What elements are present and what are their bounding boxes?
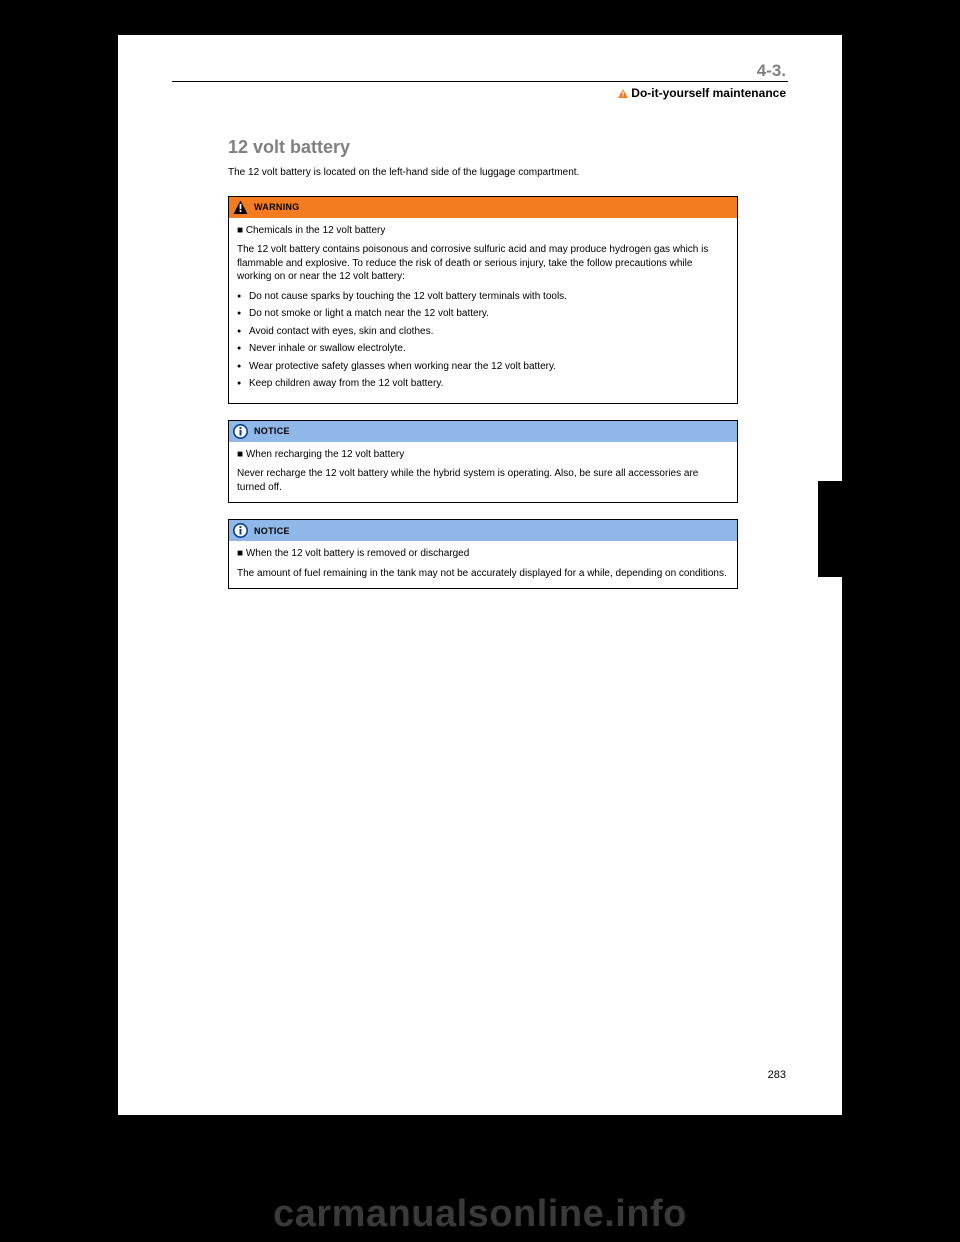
notice-body: ■ When recharging the 12 volt battery Ne… xyxy=(229,442,737,503)
notice-paragraph: The amount of fuel remaining in the tank… xyxy=(237,567,729,581)
notice-body: ■ When the 12 volt battery is removed or… xyxy=(229,541,737,588)
notice-icon xyxy=(233,523,248,538)
notice-icon xyxy=(233,424,248,439)
notice-label: NOTICE xyxy=(254,426,290,436)
section-title-text: Do-it-yourself maintenance xyxy=(631,86,786,100)
warning-body: ■ Chemicals in the 12 volt battery The 1… xyxy=(229,218,737,403)
page-header: 4-3. Do-it-yourself maintenance xyxy=(118,61,842,101)
lead-paragraph: The 12 volt battery is located on the le… xyxy=(228,166,738,180)
section-number: 4-3. xyxy=(757,61,786,81)
notice-paragraph: Never recharge the 12 volt battery while… xyxy=(237,467,729,494)
notice-subhead: ■ When recharging the 12 volt battery xyxy=(237,448,729,462)
warning-triangle-icon xyxy=(618,87,628,101)
unit-title: 12 volt battery xyxy=(228,137,738,158)
notice-callout: NOTICE ■ When the 12 volt battery is rem… xyxy=(228,519,738,589)
warning-bullet: Do not cause sparks by touching the 12 v… xyxy=(237,290,729,304)
warning-paragraph: The 12 volt battery contains poisonous a… xyxy=(237,243,729,284)
spacer xyxy=(228,410,738,420)
warning-icon xyxy=(233,200,248,215)
warning-bullet: Wear protective safety glasses when work… xyxy=(237,360,729,374)
spacer xyxy=(228,509,738,519)
notice-callout-header: NOTICE xyxy=(229,421,737,442)
watermark-text: carmanualsonline.info xyxy=(0,1193,960,1236)
section-title: Do-it-yourself maintenance xyxy=(172,82,788,101)
warning-bullet: Keep children away from the 12 volt batt… xyxy=(237,377,729,391)
warning-callout-header: WARNING xyxy=(229,197,737,218)
warning-callout: WARNING ■ Chemicals in the 12 volt batte… xyxy=(228,196,738,404)
warning-subhead: ■ Chemicals in the 12 volt battery xyxy=(237,224,729,238)
notice-label: NOTICE xyxy=(254,526,290,536)
manual-page: 4-3. Do-it-yourself maintenance 12 volt … xyxy=(118,35,842,1115)
notice-callout: NOTICE ■ When recharging the 12 volt bat… xyxy=(228,420,738,504)
notice-callout-header: NOTICE xyxy=(229,520,737,541)
page-number: 283 xyxy=(768,1069,786,1081)
warning-label: WARNING xyxy=(254,202,300,212)
section-tab xyxy=(818,481,842,577)
warning-bullet: Do not smoke or light a match near the 1… xyxy=(237,307,729,321)
warning-bullet: Avoid contact with eyes, skin and clothe… xyxy=(237,325,729,339)
page-content: 12 volt battery The 12 volt battery is l… xyxy=(228,137,738,595)
notice-subhead: ■ When the 12 volt battery is removed or… xyxy=(237,547,729,561)
warning-bullet: Never inhale or swallow electrolyte. xyxy=(237,342,729,356)
warning-bullet-list: Do not cause sparks by touching the 12 v… xyxy=(237,290,729,391)
